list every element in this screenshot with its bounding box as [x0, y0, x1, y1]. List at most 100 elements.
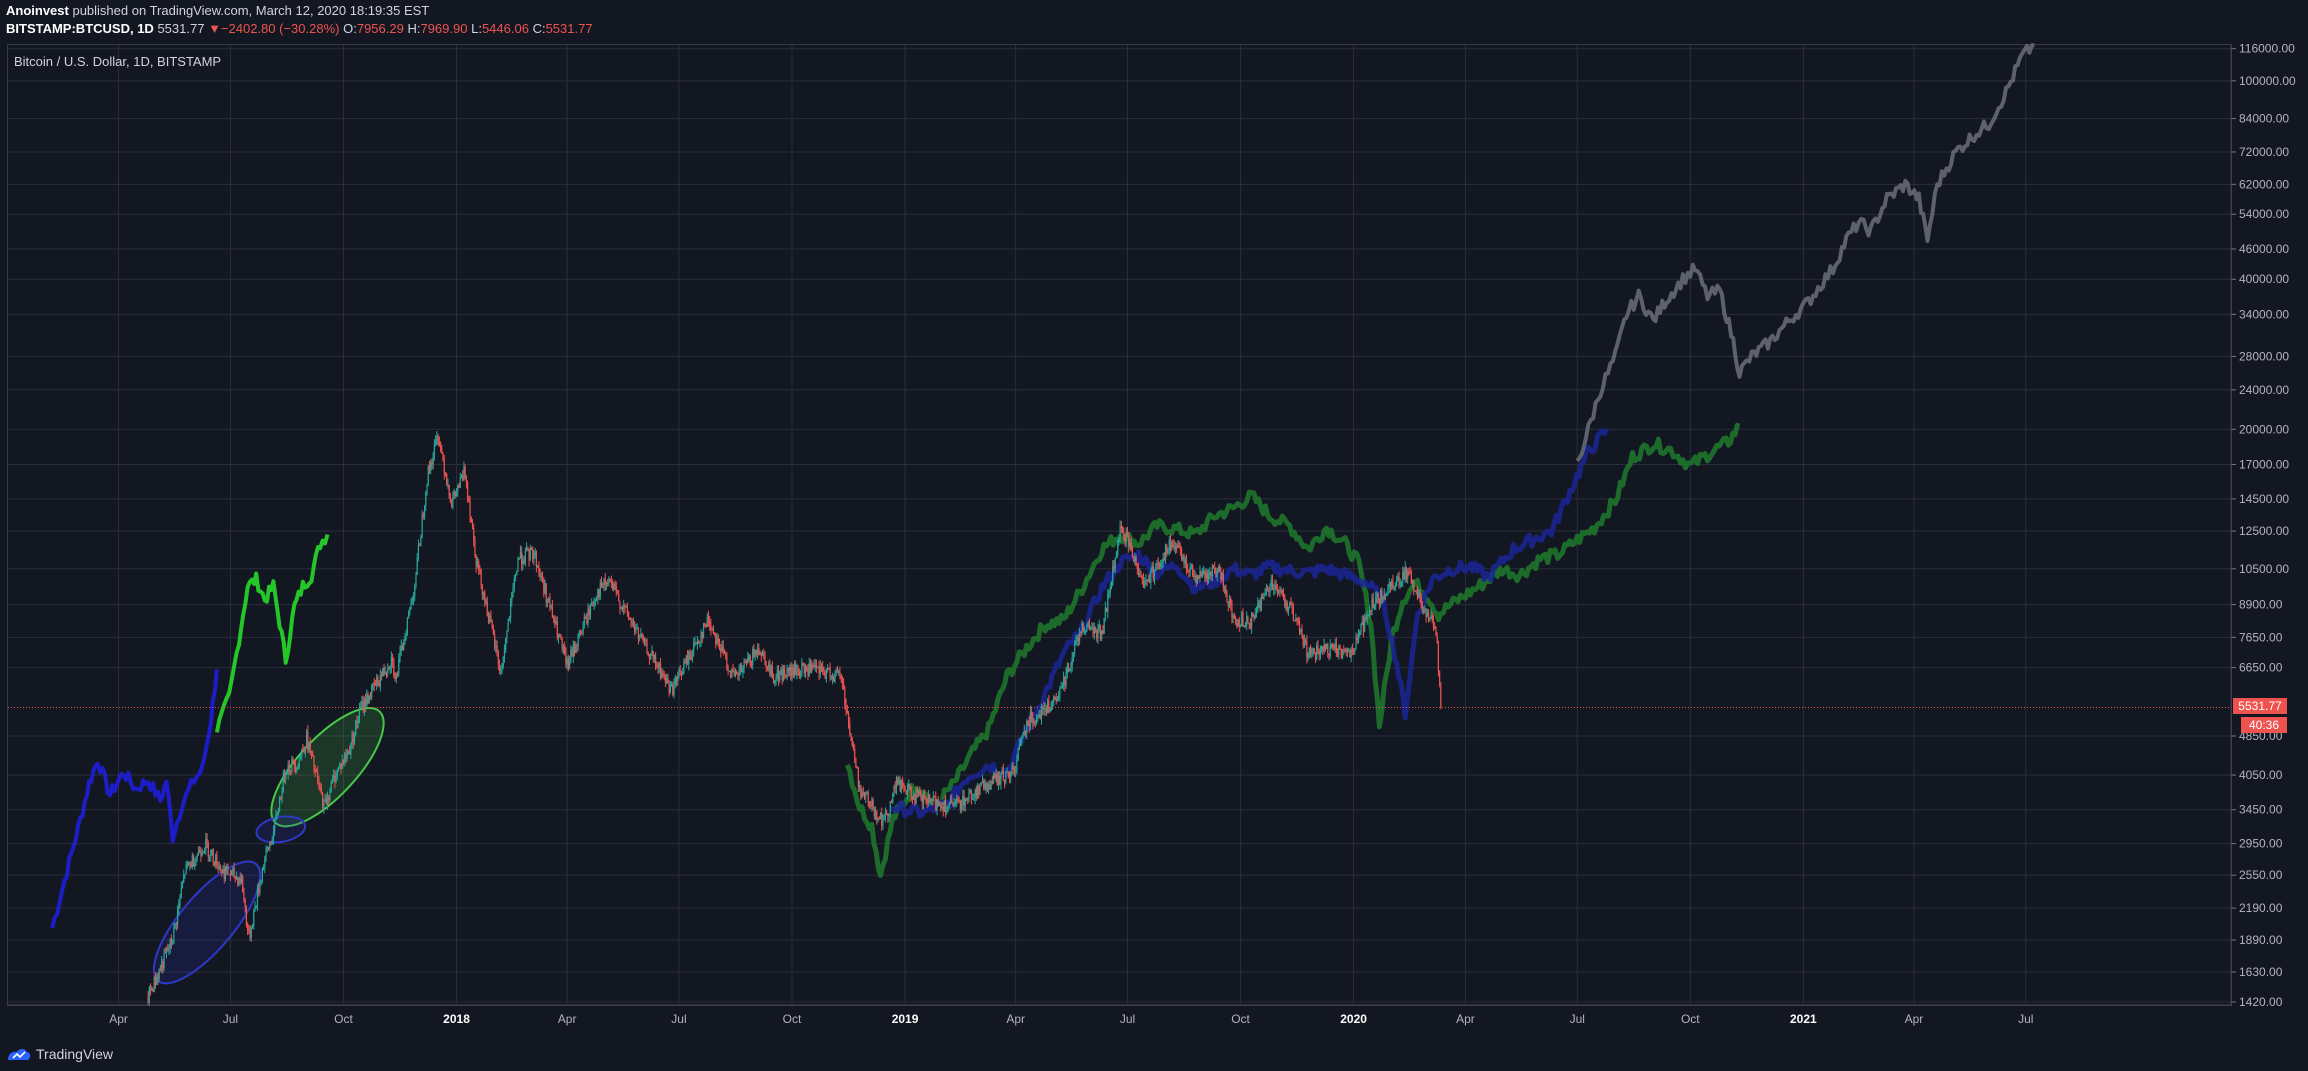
candle-body — [1039, 714, 1041, 720]
candle-body — [975, 789, 977, 798]
y-tick-label: 28000.00 — [2239, 349, 2289, 363]
ellipse-annotations[interactable] — [137, 692, 400, 999]
candle-body — [500, 668, 502, 671]
candle-body — [393, 661, 395, 677]
candle-body — [1278, 590, 1280, 593]
candle-body — [1290, 602, 1292, 605]
candle-body — [785, 675, 787, 678]
candle-body — [1423, 610, 1425, 613]
candle-body — [1389, 582, 1392, 588]
candle-body — [1280, 589, 1282, 592]
published-text: published on TradingView.com, March 12, … — [72, 3, 430, 18]
candle-body — [1010, 771, 1012, 778]
candle-body — [588, 608, 590, 616]
candle-body — [1274, 585, 1276, 589]
fractal-series — [890, 428, 1609, 819]
candle-body — [1298, 622, 1301, 633]
tradingview-brand[interactable]: TradingView — [36, 1046, 114, 1062]
y-tick-label: 12500.00 — [2239, 524, 2289, 538]
candle-body — [568, 661, 571, 668]
tradingview-logo-icon[interactable] — [6, 1046, 32, 1062]
candle-body — [1214, 567, 1216, 574]
candle-body — [1094, 627, 1097, 631]
candle-body — [1407, 571, 1409, 578]
candle-body — [833, 676, 835, 682]
candle-body — [653, 655, 655, 659]
candle-body — [1370, 610, 1372, 612]
candle-body — [197, 850, 200, 856]
candle-body — [727, 668, 729, 671]
candle-body — [1179, 547, 1181, 550]
candle-body — [1064, 677, 1066, 686]
candle-body — [796, 669, 798, 676]
candle-body — [1266, 589, 1269, 592]
candle-body — [369, 696, 372, 698]
candle-body — [695, 642, 697, 645]
candle-body — [1167, 549, 1169, 554]
x-tick-label: Apr — [1006, 1012, 1025, 1026]
candle-body — [296, 768, 298, 771]
candle-body — [611, 582, 614, 591]
candle-body — [1383, 594, 1385, 599]
candle-body — [1375, 596, 1377, 605]
candle-body — [946, 811, 948, 813]
candle-body — [631, 621, 633, 623]
candle-body — [1031, 711, 1033, 719]
candle-body — [812, 664, 814, 666]
candle-body — [1034, 721, 1036, 723]
candle-body — [1136, 566, 1138, 570]
candle-body — [659, 663, 662, 678]
candle-body — [605, 582, 608, 585]
candle-body — [269, 843, 271, 848]
candle-body — [798, 671, 800, 676]
candle-body — [894, 786, 896, 789]
fractal-overlays[interactable] — [50, 43, 2035, 929]
candle-body — [248, 929, 250, 932]
candle-body — [212, 849, 214, 862]
candle-body — [1425, 609, 1427, 618]
candle-body — [1056, 698, 1059, 702]
candle-body — [312, 752, 314, 756]
candle-body — [1153, 571, 1156, 579]
candle-body — [1285, 602, 1287, 606]
candle-body — [607, 582, 609, 584]
candle-body — [777, 670, 780, 681]
candle-body — [339, 763, 341, 767]
candle-body — [360, 707, 362, 709]
candle-body — [414, 586, 416, 597]
candle-body — [624, 605, 626, 607]
candle-body — [1430, 615, 1432, 619]
candle-body — [253, 910, 255, 927]
candle-body — [1144, 581, 1146, 588]
author-name[interactable]: Anoinvest — [6, 3, 69, 18]
candle-body — [565, 653, 567, 665]
candle-body — [847, 712, 850, 723]
candle-body — [1105, 607, 1108, 612]
candle-body — [892, 793, 894, 802]
y-tick-label: 2190.00 — [2239, 901, 2283, 915]
candle-body — [1314, 652, 1317, 660]
open-value: 7956.29 — [356, 21, 404, 36]
candle-body — [1334, 643, 1336, 650]
candle-body — [510, 600, 512, 619]
time-axis[interactable]: Apr Jul Oct 2018 Apr Jul Oct 2019 Apr Jul Oct 2020 A… — [8, 1004, 2231, 1026]
candle-body — [560, 637, 562, 640]
candle-body — [161, 962, 163, 971]
candle-body — [1225, 586, 1227, 594]
candle-body — [744, 661, 746, 663]
candle-body — [925, 797, 927, 802]
price-axis[interactable]: 116000.00 100000.00 84000.00 72000.00 62000.… — [2230, 42, 2296, 1009]
candle-body — [890, 801, 893, 803]
candle-body — [388, 668, 390, 670]
candle-body — [920, 794, 922, 796]
candle-body — [1260, 596, 1263, 611]
candle-body — [1195, 576, 1197, 583]
candle-body — [331, 778, 334, 782]
candle-body — [582, 625, 584, 634]
high-value: 7969.90 — [420, 21, 468, 36]
candle-body — [379, 675, 381, 687]
candle-body — [581, 633, 583, 635]
candle-body — [1152, 566, 1154, 579]
candle-body — [1121, 528, 1124, 533]
